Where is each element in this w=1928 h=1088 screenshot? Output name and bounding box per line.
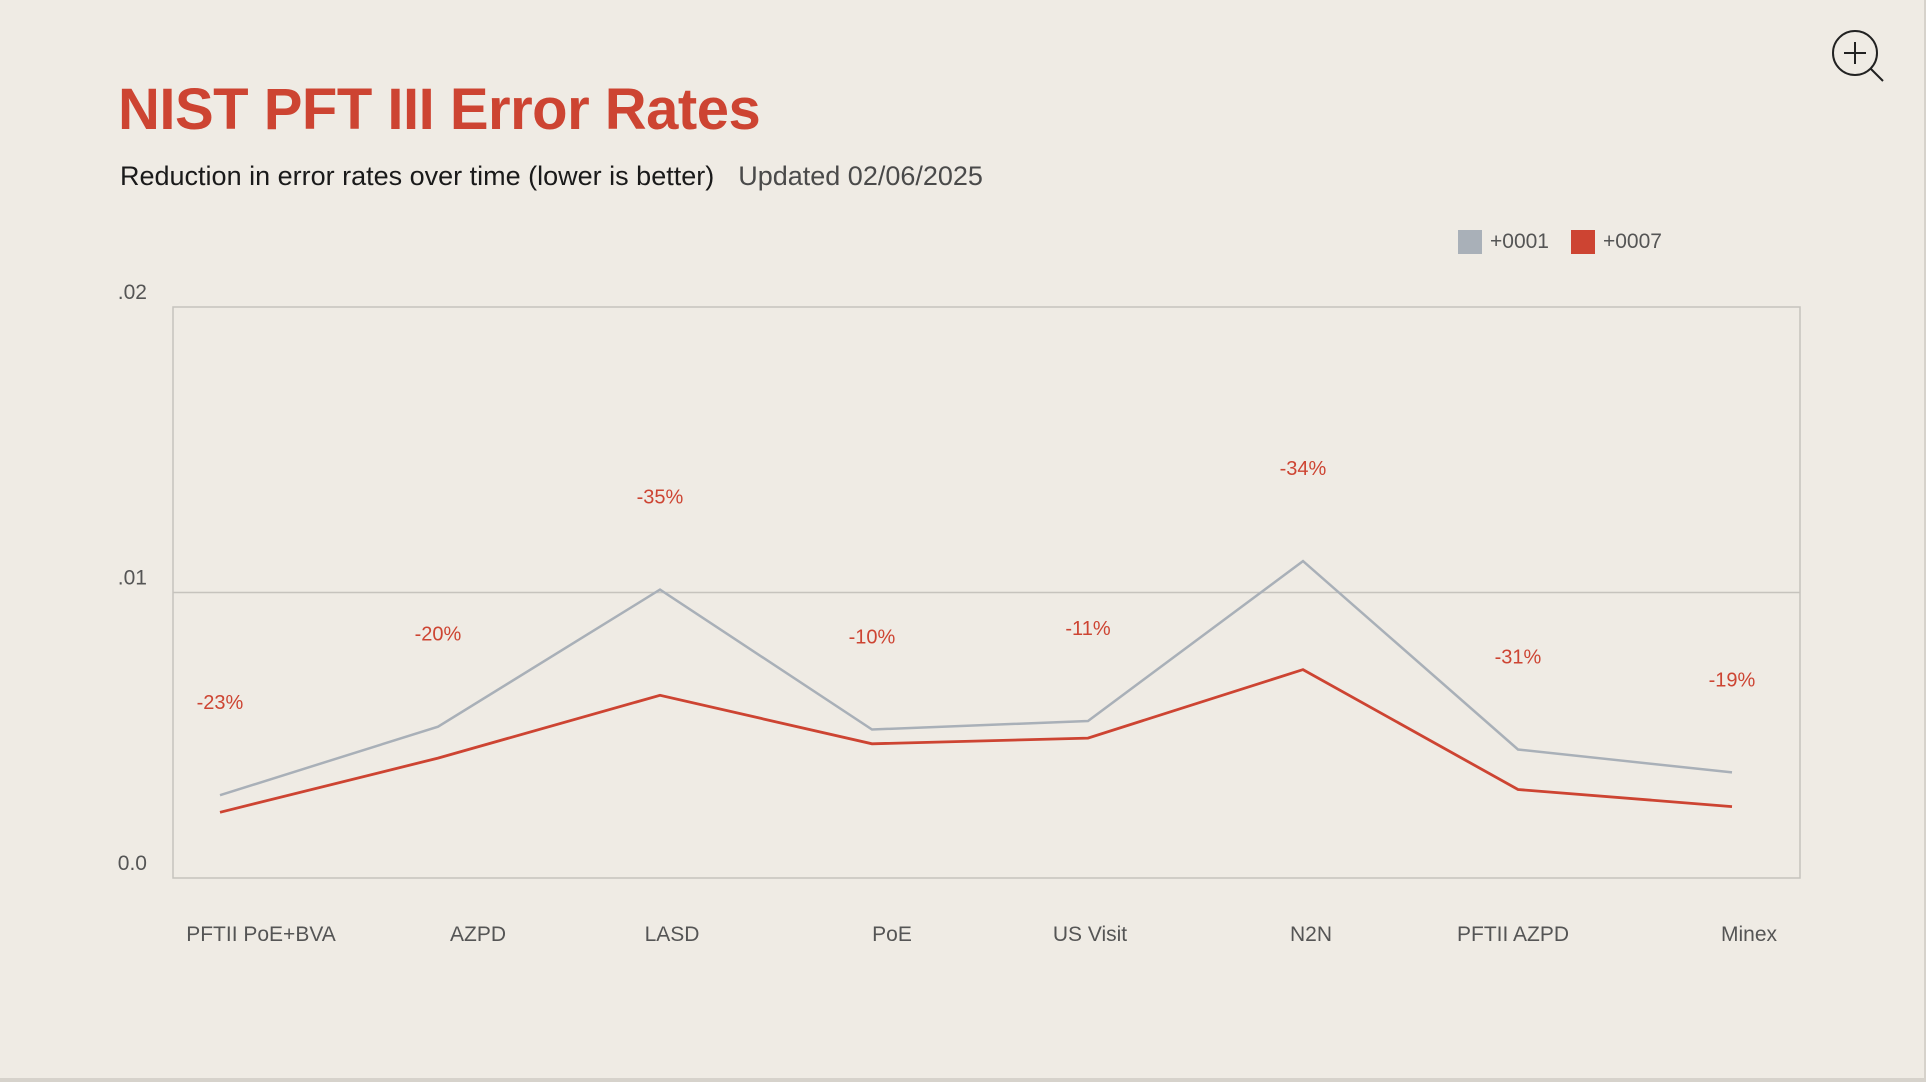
legend-swatch-series-1 xyxy=(1458,230,1482,254)
data-label: -31% xyxy=(1495,647,1542,669)
x-tick-label: LASD xyxy=(645,923,700,946)
data-label: -23% xyxy=(197,692,244,714)
x-tick-label: Minex xyxy=(1721,923,1778,946)
data-label: -35% xyxy=(637,487,684,509)
data-label: -34% xyxy=(1280,458,1327,480)
legend-item-series-2: +0007 xyxy=(1570,230,1662,254)
updated-date: Updated 02/06/2025 xyxy=(738,160,983,191)
chart-legend: +0001 +0007 xyxy=(1458,228,1684,256)
series-line-2 xyxy=(219,668,1733,814)
y-tick-label: 0.0 xyxy=(118,852,147,875)
data-label: -10% xyxy=(849,627,896,649)
x-tick-label: PFTII PoE+BVA xyxy=(186,923,336,946)
zoom-in-icon xyxy=(1832,30,1884,82)
y-tick-label: .01 xyxy=(118,567,147,590)
y-tick-label: .02 xyxy=(118,281,147,304)
legend-label-series-2: +0007 xyxy=(1602,230,1662,253)
x-tick-label: N2N xyxy=(1290,923,1332,946)
x-tick-label: PoE xyxy=(872,923,912,946)
legend-swatch-series-2 xyxy=(1570,230,1595,254)
subtitle-row: Reduction in error rates over time (lowe… xyxy=(120,158,983,194)
legend-label-series-1: +0001 xyxy=(1490,230,1549,253)
data-label: -19% xyxy=(1709,669,1756,691)
x-tick-label: PFTII AZPD xyxy=(1457,923,1569,946)
series-line-1 xyxy=(219,559,1733,797)
data-label: -20% xyxy=(415,624,462,646)
x-tick-label: US Visit xyxy=(1053,923,1127,946)
zoom-in-button[interactable] xyxy=(1828,26,1888,86)
x-tick-label: AZPD xyxy=(450,923,506,946)
chart-title: NIST PFT III Error Rates xyxy=(118,77,761,142)
data-label: -11% xyxy=(1065,618,1110,640)
chart-subtitle: Reduction in error rates over time (lowe… xyxy=(120,160,715,191)
legend-item-series-1: +0001 xyxy=(1458,230,1549,254)
